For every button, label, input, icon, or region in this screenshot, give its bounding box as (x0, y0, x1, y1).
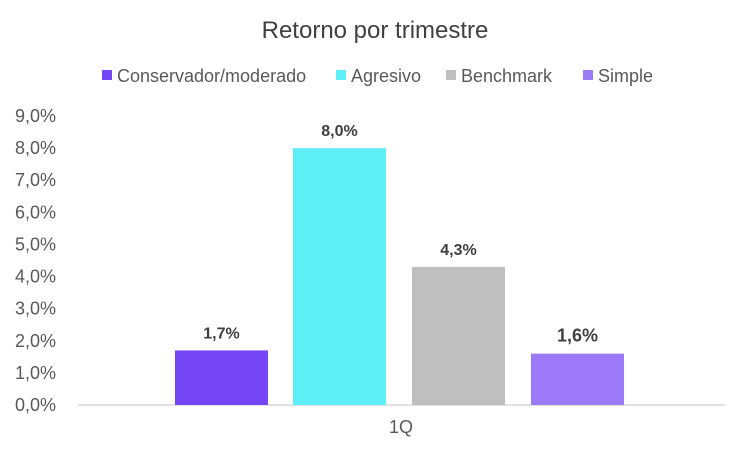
data-label: 4,3% (440, 242, 476, 259)
y-tick-label: 5,0% (15, 234, 56, 254)
y-tick-label: 1,0% (15, 363, 56, 383)
y-tick-label: 0,0% (15, 395, 56, 415)
y-tick-label: 7,0% (15, 170, 56, 190)
data-label: 1,7% (203, 325, 239, 342)
bar-conservador-moderado (175, 350, 268, 405)
legend-label: Agresivo (351, 66, 421, 86)
legend-label: Benchmark (461, 66, 553, 86)
chart-title: Retorno por trimestre (262, 17, 489, 44)
y-tick-label: 4,0% (15, 267, 56, 287)
data-label: 1,6% (557, 326, 598, 346)
legend: Conservador/moderado Agresivo Benchmark Sim… (102, 66, 653, 86)
legend-item-2: Agresivo (336, 66, 421, 86)
legend-swatch (446, 70, 456, 80)
x-category-label: 1Q (389, 417, 413, 437)
legend-swatch (102, 70, 112, 80)
legend-item-1: Conservador/moderado (102, 66, 306, 86)
y-tick-label: 3,0% (15, 299, 56, 319)
y-tick-label: 6,0% (15, 202, 56, 222)
bar-simple (531, 353, 624, 405)
data-label: 8,0% (321, 123, 357, 140)
bar-benchmark (412, 266, 505, 405)
y-tick-label: 2,0% (15, 331, 56, 351)
legend-label: Simple (598, 66, 653, 86)
y-tick-label: 9,0% (15, 106, 56, 126)
legend-item-4: Simple (583, 66, 653, 86)
legend-swatch (336, 70, 346, 80)
legend-item-3: Benchmark (446, 66, 553, 86)
legend-swatch (583, 70, 593, 80)
bar-agresivo (293, 148, 386, 405)
legend-label: Conservador/moderado (117, 66, 306, 86)
y-tick-label: 8,0% (15, 138, 56, 158)
data-labels: 1,7% 8,0% 4,3% 1,6% (203, 123, 598, 346)
bars (175, 148, 624, 405)
